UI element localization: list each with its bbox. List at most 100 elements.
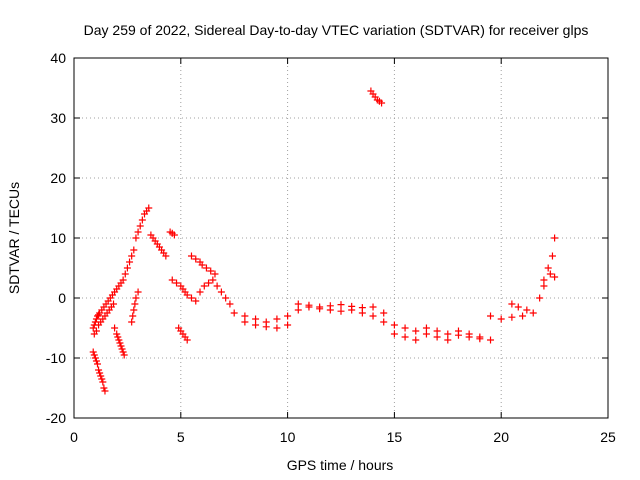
data-point: [116, 339, 124, 347]
data-point: [198, 261, 206, 269]
data-point: [540, 276, 548, 284]
data-point: [380, 309, 388, 317]
data-point: [390, 321, 398, 329]
data-point: [126, 258, 134, 266]
data-point: [211, 270, 219, 278]
x-axis-label: GPS time / hours: [287, 457, 394, 473]
data-point: [92, 315, 100, 323]
data-point: [92, 357, 100, 365]
data-point: [123, 264, 131, 272]
data-point: [252, 321, 260, 329]
data-point: [119, 348, 127, 356]
data-point: [205, 279, 213, 287]
data-point: [187, 294, 195, 302]
data-point: [337, 307, 345, 315]
data-point: [134, 228, 142, 236]
data-point: [99, 378, 107, 386]
data-point: [284, 321, 292, 329]
data-point: [348, 302, 356, 310]
data-point: [337, 301, 345, 309]
y-tick-label: 30: [50, 110, 66, 126]
data-point: [121, 270, 129, 278]
data-point: [89, 324, 97, 332]
data-point: [162, 252, 170, 260]
data-point: [551, 234, 559, 242]
data-point: [132, 234, 140, 242]
data-point: [129, 312, 137, 320]
x-tick-label: 15: [387, 429, 403, 445]
data-point: [358, 304, 366, 312]
data-point: [187, 252, 195, 260]
data-point: [369, 312, 377, 320]
data-point: [110, 300, 118, 308]
data-point: [132, 294, 140, 302]
data-point: [192, 255, 200, 263]
data-point: [230, 309, 238, 317]
data-point: [465, 330, 473, 338]
data-point: [90, 351, 98, 359]
data-point: [93, 360, 101, 368]
data-point: [192, 297, 200, 305]
data-point: [136, 222, 144, 230]
data-point: [252, 315, 260, 323]
data-point: [380, 318, 388, 326]
data-point: [241, 318, 249, 326]
data-point: [168, 276, 176, 284]
data-point: [96, 369, 104, 377]
data-point: [183, 336, 191, 344]
data-point: [202, 264, 210, 272]
data-point: [508, 300, 516, 308]
data-point: [113, 330, 121, 338]
data-point: [100, 384, 108, 392]
data-point: [476, 333, 484, 341]
data-point: [273, 315, 281, 323]
data-point: [444, 336, 452, 344]
data-point: [273, 324, 281, 332]
data-point: [207, 267, 215, 275]
data-point: [115, 336, 123, 344]
data-point: [89, 348, 97, 356]
data-point: [369, 303, 377, 311]
data-point: [433, 333, 441, 341]
data-point: [523, 306, 531, 314]
x-tick-label: 0: [70, 429, 78, 445]
data-point: [130, 246, 138, 254]
y-tick-label: 40: [50, 50, 66, 66]
data-point: [378, 99, 386, 107]
data-point: [92, 327, 100, 335]
data-point: [540, 282, 548, 290]
data-point: [544, 264, 552, 272]
data-point: [546, 270, 554, 278]
data-point: [128, 252, 136, 260]
data-point: [118, 345, 126, 353]
data-point: [514, 303, 522, 311]
data-point: [120, 351, 128, 359]
y-tick-label: 10: [50, 230, 66, 246]
x-tick-label: 10: [280, 429, 296, 445]
data-point: [294, 300, 302, 308]
y-tick-label: -20: [46, 410, 66, 426]
data-point: [145, 204, 153, 212]
y-tick-label: 0: [58, 290, 66, 306]
data-point: [91, 354, 99, 362]
data-point: [412, 327, 420, 335]
y-axis-ticks: -20 -10 0 10 20 30 40: [46, 50, 608, 426]
data-point: [128, 318, 136, 326]
data-point: [454, 327, 462, 335]
grid: [74, 58, 608, 418]
data-point: [111, 324, 119, 332]
data-point: [305, 301, 313, 309]
data-point: [548, 252, 556, 260]
data-point: [433, 327, 441, 335]
data-point: [412, 336, 420, 344]
data-point: [536, 294, 544, 302]
data-point: [138, 216, 146, 224]
data-point: [294, 306, 302, 314]
data-point: [226, 300, 234, 308]
data-point: [444, 330, 452, 338]
data-point: [326, 302, 334, 310]
data-points: [89, 87, 559, 395]
data-point: [98, 375, 106, 383]
x-axis-ticks: 0 5 10 15 20 25: [70, 58, 616, 445]
